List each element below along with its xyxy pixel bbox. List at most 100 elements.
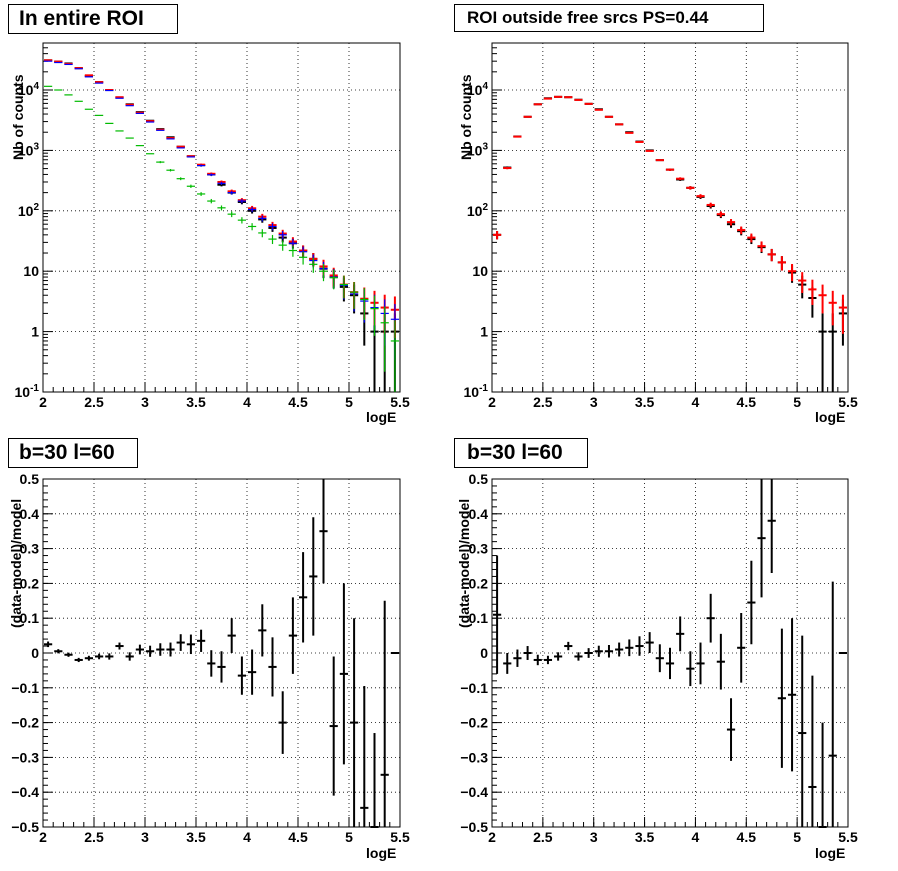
y-axis-label-top-left: Nb of counts bbox=[10, 74, 26, 160]
y-tick-label: 103 bbox=[18, 141, 40, 158]
data-point bbox=[95, 653, 104, 660]
y-tick-label: 1 bbox=[31, 324, 39, 340]
plot-br: 2 2.5 3 3.5 4 4.5 5 5.5 −0.5 −0.4 −0.3 −0.2 −0.1 0 0.1… bbox=[460, 471, 858, 845]
y-tick-label: 0.3 bbox=[469, 541, 489, 557]
y-tick-label: 0.2 bbox=[20, 575, 40, 591]
data-point bbox=[747, 560, 756, 645]
data-point bbox=[288, 245, 297, 257]
y-tick-label: 0.3 bbox=[20, 541, 40, 557]
data-point bbox=[278, 691, 287, 754]
data-point bbox=[747, 233, 756, 243]
data-point bbox=[686, 651, 695, 687]
y-axis-label-bottom-right: (data-model)/model bbox=[456, 498, 472, 628]
x-tick-label: 2.5 bbox=[533, 829, 553, 845]
data-point bbox=[248, 649, 257, 695]
data-point bbox=[248, 207, 257, 213]
x-tick-label: 2 bbox=[39, 829, 47, 845]
x-tick-label: 3 bbox=[590, 829, 598, 845]
x-tick-label: 5.5 bbox=[390, 829, 410, 845]
data-point bbox=[533, 654, 542, 666]
y-tick-label: −0.2 bbox=[460, 715, 488, 731]
data-point bbox=[808, 675, 817, 827]
data-point bbox=[808, 279, 817, 305]
y-tick-label: 103 bbox=[467, 141, 489, 158]
data-point bbox=[787, 618, 797, 772]
panel-title-top-left: In entire ROI bbox=[8, 4, 178, 34]
data-point bbox=[584, 648, 593, 658]
data-point bbox=[574, 652, 583, 661]
x-tick-label: 3.5 bbox=[186, 829, 206, 845]
x-tick-label: 5 bbox=[793, 829, 801, 845]
data-point bbox=[594, 645, 603, 657]
data-point bbox=[237, 656, 246, 695]
data-point bbox=[278, 240, 287, 251]
data-point bbox=[828, 290, 837, 326]
data-point bbox=[696, 642, 705, 685]
y-tick-label: 0.2 bbox=[469, 575, 489, 591]
data-point bbox=[258, 604, 267, 657]
y-tick-label: 0.4 bbox=[469, 506, 489, 522]
data-point bbox=[757, 479, 766, 598]
data-point bbox=[350, 282, 359, 309]
x-tick-label: 3.5 bbox=[635, 829, 655, 845]
y-tick-label: −0.3 bbox=[460, 749, 488, 765]
data-point bbox=[645, 632, 654, 653]
x-tick-label: 5 bbox=[345, 394, 353, 410]
data-point bbox=[125, 652, 134, 661]
data-point bbox=[156, 161, 165, 164]
data-point bbox=[227, 190, 236, 195]
data-point bbox=[503, 653, 512, 674]
data-point bbox=[176, 634, 185, 651]
x-tick-label: 2.5 bbox=[84, 829, 104, 845]
data-point bbox=[554, 652, 563, 661]
data-point bbox=[54, 649, 63, 654]
data-point bbox=[370, 733, 379, 828]
data-point bbox=[227, 211, 236, 218]
data-point bbox=[665, 168, 675, 171]
data-point bbox=[288, 597, 297, 674]
plot-tl: 2 2.5 3 3.5 4 4.5 5 5.5 10-1 1 10 102 103 104 bbox=[15, 42, 410, 410]
x-tick-label: 3 bbox=[141, 394, 149, 410]
data-point bbox=[217, 181, 226, 185]
data-point bbox=[726, 219, 736, 226]
data-point bbox=[237, 217, 246, 224]
y-tick-label: 102 bbox=[18, 202, 40, 219]
x-axis-label-bottom-right: logE bbox=[815, 845, 846, 861]
y-tick-label: −0.5 bbox=[460, 819, 488, 835]
x-tick-label: 5.5 bbox=[838, 394, 858, 410]
data-point bbox=[339, 583, 348, 765]
data-point bbox=[493, 555, 502, 674]
x-tick-label: 3.5 bbox=[186, 394, 206, 410]
data-point bbox=[737, 612, 746, 683]
data-point bbox=[268, 234, 277, 245]
data-point bbox=[726, 698, 736, 761]
data-point bbox=[268, 637, 277, 697]
data-point bbox=[105, 653, 114, 660]
data-point bbox=[665, 647, 675, 680]
data-point bbox=[217, 205, 226, 211]
y-tick-label: 0 bbox=[31, 645, 39, 661]
data-point bbox=[604, 644, 614, 658]
data-point bbox=[248, 223, 257, 231]
data-point bbox=[156, 643, 165, 656]
data-point bbox=[513, 649, 522, 667]
plot-bl: 2 2.5 3 3.5 4 4.5 5 5.5 −0.5 −0.4 −0.3 −0.2 −0.1 0 0.1… bbox=[11, 471, 410, 845]
data-point bbox=[828, 581, 837, 827]
y-tick-label: −0.5 bbox=[11, 819, 39, 835]
data-point bbox=[207, 173, 216, 177]
data-point bbox=[716, 211, 725, 218]
x-tick-label: 5.5 bbox=[390, 394, 410, 410]
data-point bbox=[818, 722, 827, 828]
y-tick-label: 10 bbox=[472, 263, 488, 279]
y-axis-label-top-right: Nb of counts bbox=[458, 74, 474, 160]
data-point bbox=[380, 600, 389, 827]
data-point bbox=[299, 552, 308, 643]
data-point bbox=[838, 294, 847, 334]
x-tick-label: 4 bbox=[243, 394, 251, 410]
data-point bbox=[798, 272, 807, 294]
data-point bbox=[635, 636, 644, 656]
data-point bbox=[676, 177, 685, 181]
data-point bbox=[299, 251, 308, 265]
y-tick-label: −0.4 bbox=[460, 784, 488, 800]
data-point bbox=[716, 633, 725, 690]
